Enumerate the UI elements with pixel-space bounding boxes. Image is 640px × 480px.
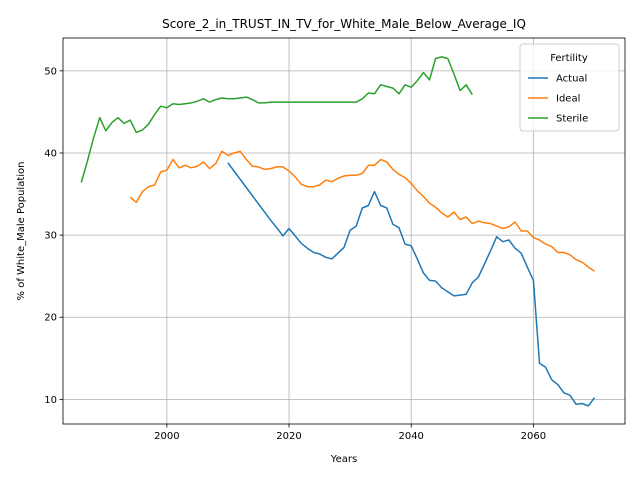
- chart-title: Score_2_in_TRUST_IN_TV_for_White_Male_Be…: [162, 17, 526, 31]
- y-axis-label: % of White_Male Population: [16, 162, 27, 301]
- y-tick-label: 40: [44, 148, 57, 159]
- x-tick-label: 2060: [521, 431, 546, 442]
- y-tick-label: 50: [44, 66, 57, 77]
- x-tick-label: 2000: [154, 431, 179, 442]
- legend-label-actual: Actual: [556, 74, 587, 85]
- y-tick-label: 30: [44, 231, 57, 242]
- legend-label-sterile: Sterile: [556, 114, 588, 125]
- x-axis-label: Years: [330, 454, 357, 465]
- legend: Fertility Actual Ideal Sterile: [520, 44, 619, 131]
- y-tick-label: 20: [44, 313, 57, 324]
- x-tick-label: 2040: [398, 431, 423, 442]
- legend-title: Fertility: [550, 53, 588, 64]
- x-tick-label: 2020: [276, 431, 301, 442]
- legend-label-ideal: Ideal: [556, 94, 580, 105]
- y-tick-label: 10: [44, 395, 57, 406]
